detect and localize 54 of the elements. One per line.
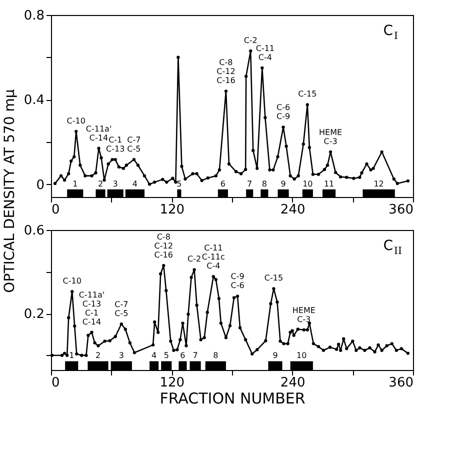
x-tick-label: 120	[160, 376, 185, 390]
band-label: 10	[302, 179, 313, 188]
band-label: 7	[247, 179, 252, 188]
annotation: C-10	[66, 116, 86, 126]
band-label: 12	[374, 179, 384, 188]
band-label: 4	[132, 179, 138, 188]
annotation: C-9 C-6	[230, 272, 244, 290]
annotation: C-15	[264, 274, 284, 283]
band-label: 6	[180, 351, 186, 360]
y-axis-title: OPTICAL DENSITY AT 570 mμ	[2, 89, 18, 293]
band-label: 2	[95, 351, 101, 360]
annotation: C-8 C-12 C-16	[216, 58, 236, 86]
band-label: 9	[280, 179, 286, 188]
annotation: C-11a' C-13 C-1 C-14	[78, 290, 105, 326]
annotation: C-15	[298, 90, 317, 99]
band-label: 3	[118, 351, 124, 360]
band-label: 3	[112, 179, 118, 188]
band-label: 5	[164, 351, 169, 360]
annotation: C-7 C-5	[114, 300, 128, 318]
annotation: C-2	[244, 36, 258, 45]
y-tick-label: 0.6	[24, 224, 44, 238]
band-label: 1	[72, 179, 78, 188]
annotation: C-7 C-5	[127, 136, 141, 154]
band-label: 1	[69, 351, 74, 360]
x-axis-title: FRACTION NUMBER	[160, 390, 306, 408]
band-label: 6	[220, 179, 226, 188]
x-tick-label: 360	[388, 202, 414, 218]
band-label: 11	[324, 179, 334, 188]
annotation: C-10	[62, 276, 82, 286]
y-tick-label: 0.8	[24, 8, 44, 24]
x-tick-label: 0	[52, 376, 60, 390]
y-tick-label: 0.2	[24, 307, 44, 322]
x-tick-label: 240	[280, 376, 306, 390]
annotation: HEME C-3	[292, 306, 316, 324]
band-label: 5	[176, 179, 182, 188]
annotation: C-11 C-4	[256, 44, 275, 62]
band-label: 7	[192, 351, 198, 360]
annotation: C-11 C-11c C-4	[202, 244, 225, 271]
band-label: 8	[213, 351, 218, 360]
x-tick-label: 120	[160, 202, 185, 218]
x-tick-label: 0	[52, 202, 60, 218]
band-label: 9	[272, 351, 278, 360]
band-label: 2	[98, 179, 104, 188]
band-label: 10	[296, 351, 307, 360]
x-tick-label: 240	[280, 202, 306, 218]
annotation: C-8 C-12 C-16	[154, 232, 173, 260]
annotation: HEME C-3	[319, 128, 342, 146]
y-tick-label: 0	[36, 178, 44, 193]
x-tick-label: 360	[388, 376, 414, 390]
band-label: 8	[262, 179, 267, 188]
band-label: 4	[152, 351, 157, 360]
annotation: C-2	[188, 254, 202, 264]
annotation: C-6 C-9	[276, 103, 290, 122]
y-tick-label: 0.4	[24, 93, 44, 108]
